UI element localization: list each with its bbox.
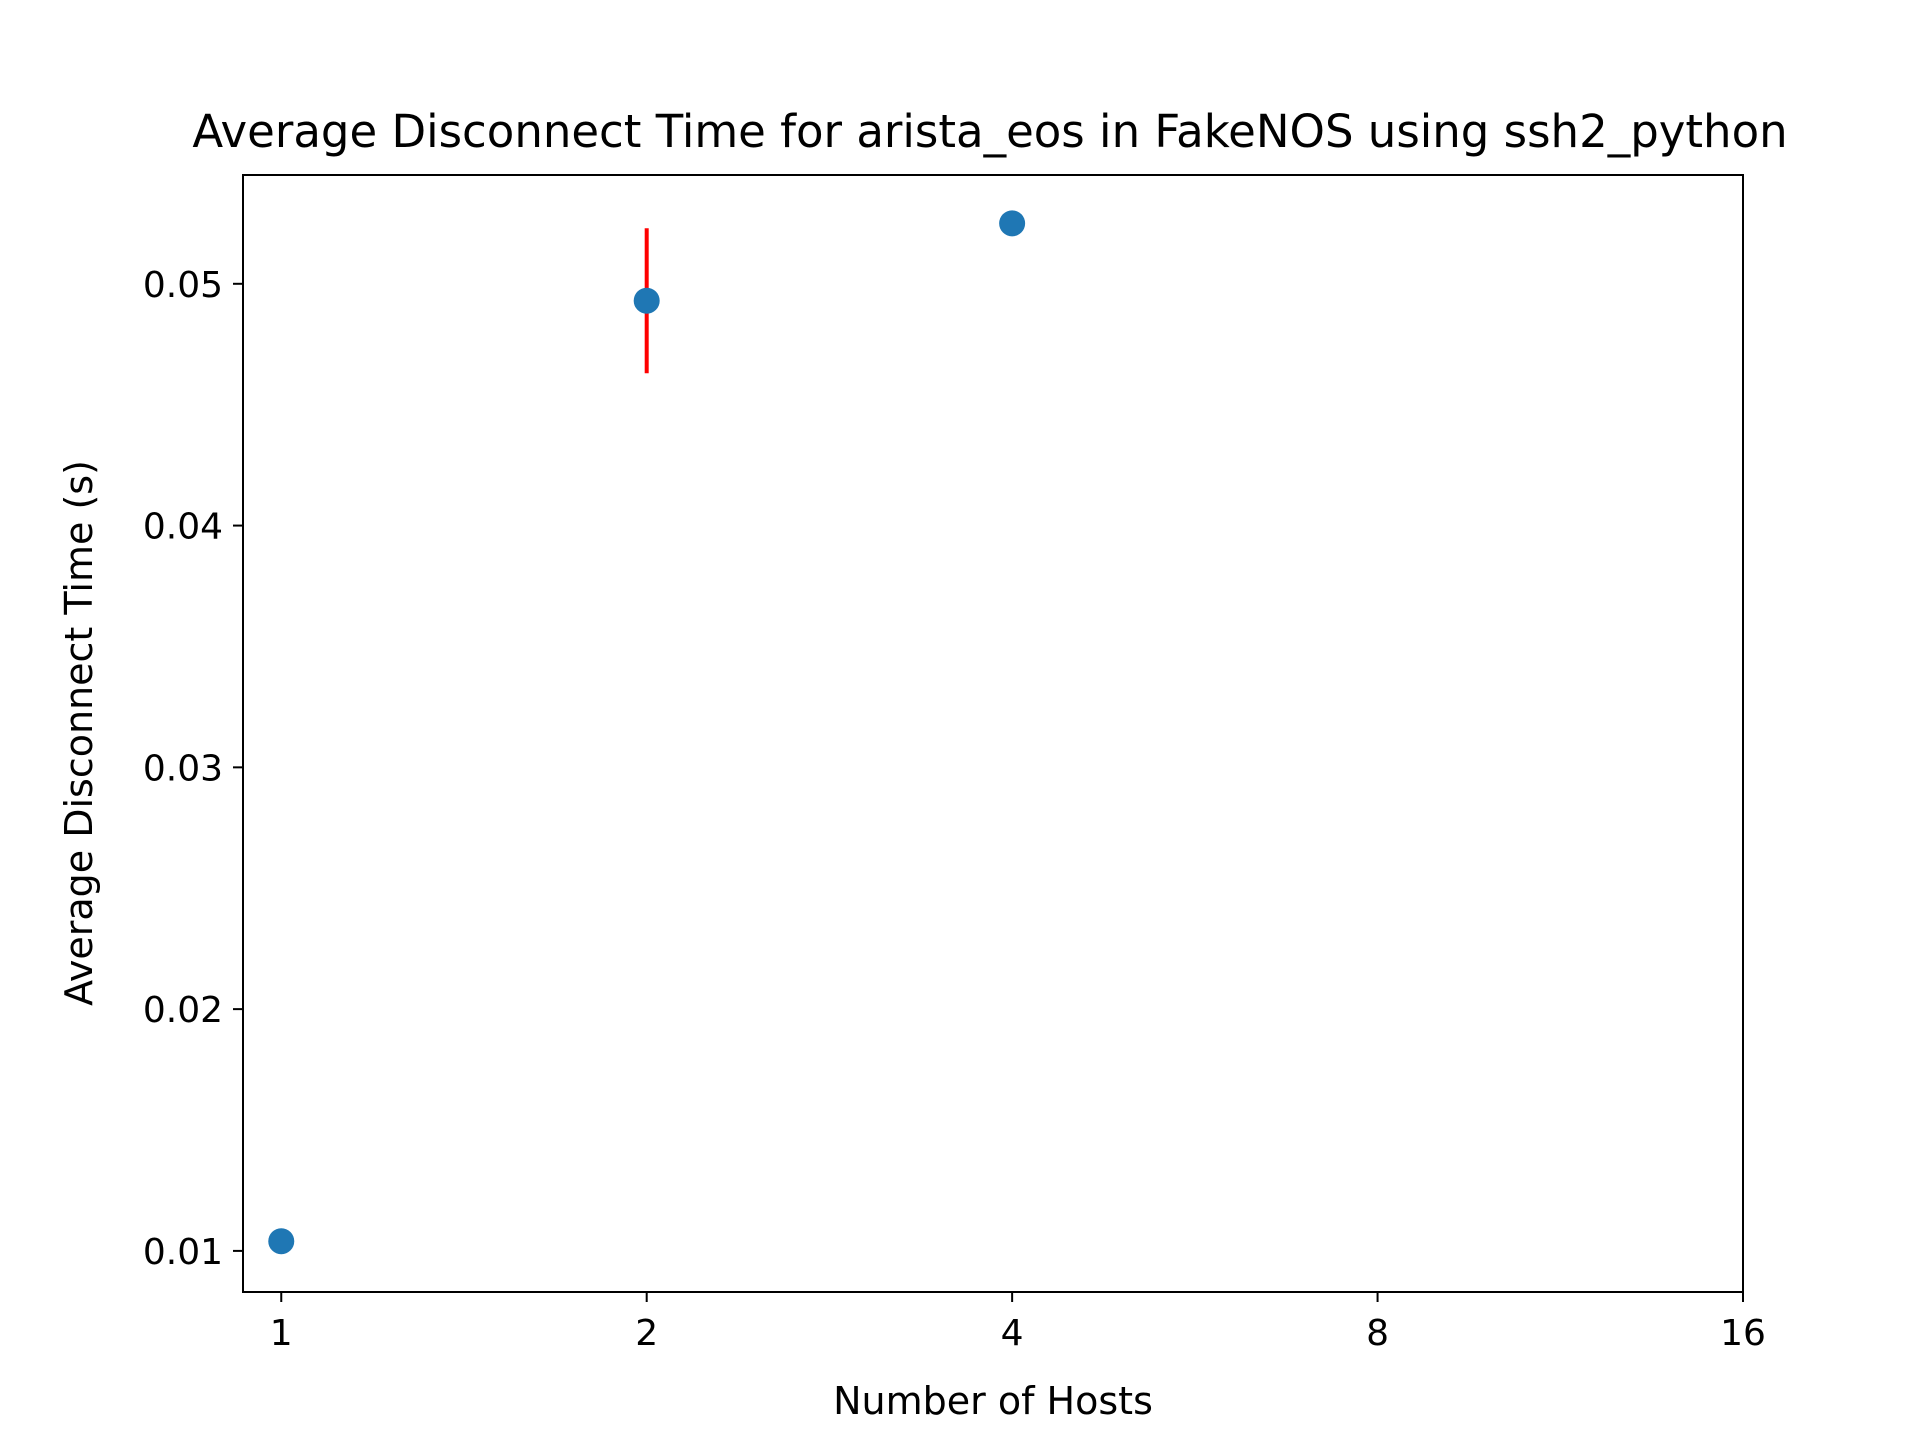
x-tick-label: 4	[1001, 1313, 1024, 1354]
x-tick-label: 8	[1366, 1313, 1389, 1354]
y-tick-label: 0.02	[143, 990, 223, 1031]
x-tick-label: 16	[1720, 1313, 1766, 1354]
chart-title: Average Disconnect Time for arista_eos i…	[192, 105, 1787, 158]
plot-area-frame	[242, 174, 1744, 1293]
data-point	[999, 210, 1026, 237]
x-axis-label: Number of Hosts	[833, 1379, 1153, 1423]
data-point	[633, 287, 660, 314]
data-points	[268, 210, 1026, 1255]
y-tick-label: 0.01	[143, 1232, 223, 1273]
y-tick-label: 0.03	[143, 748, 223, 789]
y-axis-ticks: 0.01 0.02 0.03 0.04 0.05	[143, 265, 243, 1273]
x-axis-ticks: 1 2 4 8 16	[270, 1292, 1766, 1354]
x-tick-label: 2	[635, 1313, 658, 1354]
y-tick-label: 0.05	[143, 265, 223, 306]
y-tick-label: 0.04	[143, 507, 223, 548]
y-axis-label: Average Disconnect Time (s)	[57, 460, 101, 1006]
data-point	[268, 1228, 295, 1255]
x-tick-label: 1	[270, 1313, 293, 1354]
